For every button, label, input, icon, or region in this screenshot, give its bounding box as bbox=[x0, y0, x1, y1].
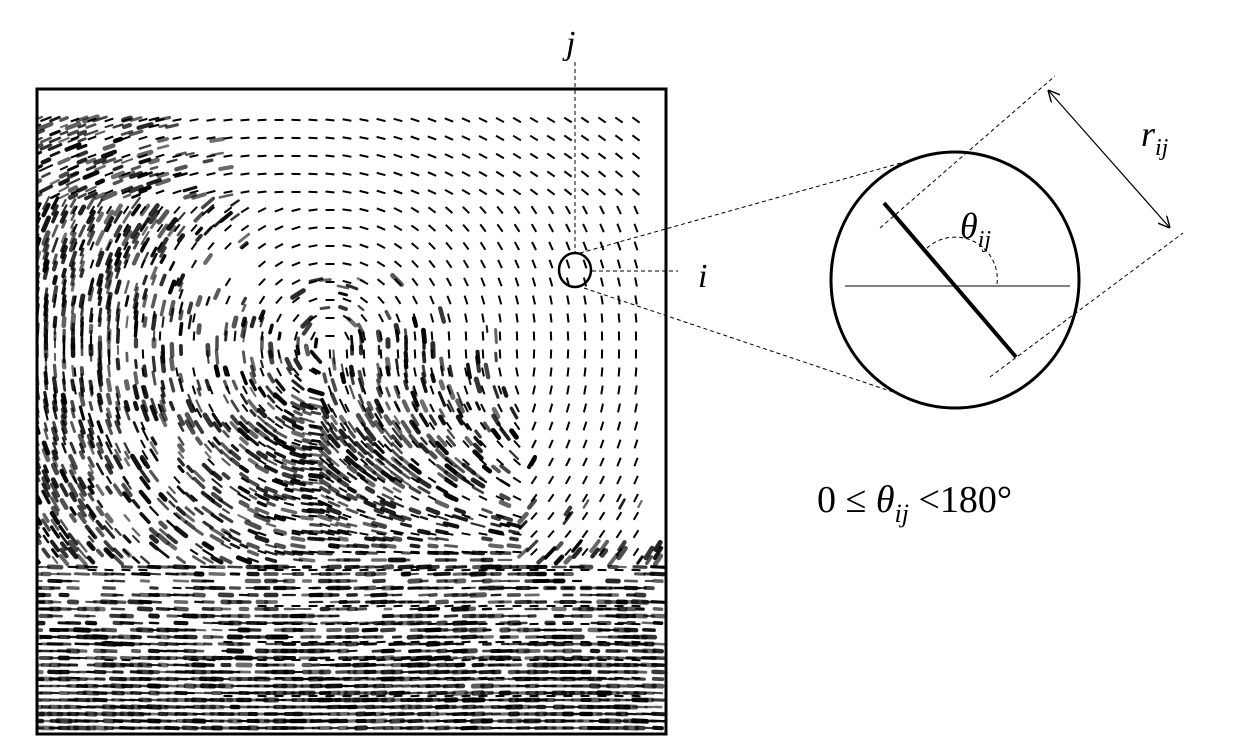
orientation-field-lines bbox=[70, 116, 641, 698]
row-index-label: i bbox=[698, 258, 707, 295]
magnified-circle bbox=[829, 150, 1081, 410]
width-indicator: rij bbox=[879, 75, 1184, 378]
width-extension-lower bbox=[989, 232, 1184, 378]
width-extension-upper bbox=[879, 75, 1056, 229]
magnified-block: θij bbox=[829, 150, 1081, 410]
angle-label: θij bbox=[960, 206, 991, 253]
angle-arc bbox=[924, 236, 998, 285]
fingerprint-ridges bbox=[37, 114, 666, 731]
selected-block-circle bbox=[557, 251, 593, 289]
distance-label: rij bbox=[1141, 114, 1169, 161]
fingerprint-panel bbox=[35, 87, 668, 736]
column-index-label: j bbox=[562, 25, 575, 62]
width-arrow bbox=[1048, 90, 1170, 228]
angle-range-formula: 0 ≤ θij <180° bbox=[817, 479, 1012, 528]
ridge-orientation-line bbox=[882, 201, 1018, 359]
fingerprint-frame bbox=[35, 87, 668, 736]
zoom-projection-lines bbox=[579, 151, 941, 397]
